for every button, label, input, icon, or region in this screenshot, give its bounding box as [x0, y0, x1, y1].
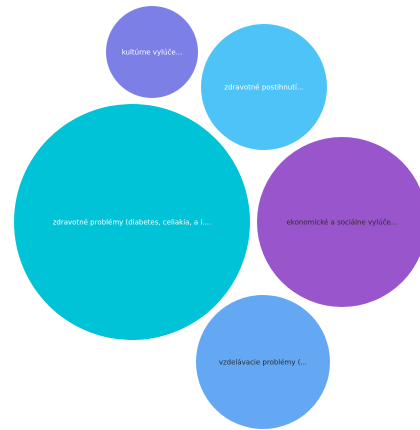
bubble[interactable]: vzdelávacie problémy (... [196, 295, 330, 429]
bubble[interactable]: kultúrne vylúče... [106, 6, 198, 98]
bubble-label: zdravotné problémy (diabetes, celiakia, … [53, 219, 212, 227]
bubble-circle[interactable] [14, 104, 250, 340]
bubble-label: kultúrne vylúče... [122, 49, 183, 57]
bubble-circle[interactable] [257, 137, 420, 307]
bubble-circle[interactable] [201, 24, 327, 150]
bubble-label: vzdelávacie problémy (... [219, 359, 307, 367]
bubble-label: zdravotné postihnutí... [224, 84, 303, 92]
bubble[interactable]: zdravotné problémy (diabetes, celiakia, … [14, 104, 250, 340]
bubble[interactable]: zdravotné postihnutí... [201, 24, 327, 150]
bubble-label: ekonomické a sociálne vylúče... [287, 219, 398, 227]
bubble-circle[interactable] [196, 295, 330, 429]
bubble-circle[interactable] [106, 6, 198, 98]
bubble[interactable]: ekonomické a sociálne vylúče... [257, 137, 420, 307]
